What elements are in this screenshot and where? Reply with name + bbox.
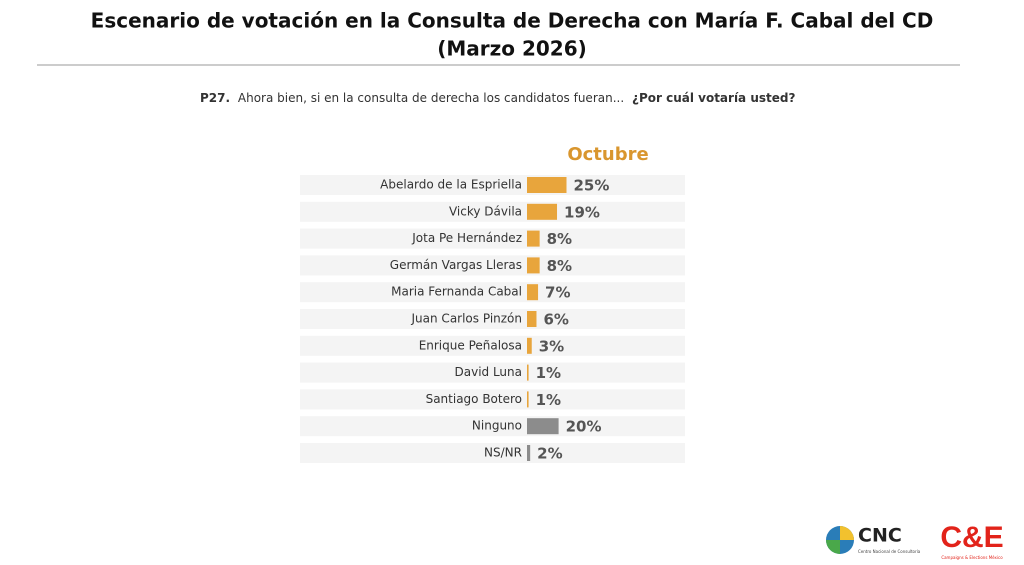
category-label: Maria Fernanda Cabal xyxy=(391,285,522,299)
question: P27. Ahora bien, si en la consulta de de… xyxy=(200,91,795,105)
value-label: 25% xyxy=(574,177,610,195)
question-text: Ahora bien, si en la consulta de derecha… xyxy=(238,91,624,105)
value-label: 6% xyxy=(543,311,568,329)
cnc-icon-part xyxy=(840,526,854,540)
value-label: 8% xyxy=(547,257,572,275)
bar xyxy=(527,391,529,408)
category-label: Vicky Dávila xyxy=(449,204,522,218)
bar xyxy=(527,230,540,247)
category-label: Santiago Botero xyxy=(426,392,522,406)
row-band xyxy=(300,255,685,276)
value-label: 1% xyxy=(536,391,561,409)
row-band xyxy=(300,362,685,383)
cnc-logo: CNC Centro Nacional de Consultoría xyxy=(826,525,921,554)
value-label: 3% xyxy=(539,337,564,355)
value-label: 20% xyxy=(566,418,602,436)
bar xyxy=(527,177,567,193)
category-label: Enrique Peñalosa xyxy=(419,338,522,352)
category-label: Juan Carlos Pinzón xyxy=(411,312,522,326)
category-label: David Luna xyxy=(455,365,523,379)
row-band xyxy=(300,201,685,222)
category-label: NS/NR xyxy=(484,446,522,460)
bar xyxy=(527,337,532,354)
row-band xyxy=(300,443,685,463)
category-label: Abelardo de la Espriella xyxy=(380,178,522,192)
row-band xyxy=(300,228,685,249)
row-band xyxy=(300,282,685,303)
cnc-subtext: Centro Nacional de Consultoría xyxy=(858,549,921,554)
title-line: (Marzo 2026) xyxy=(437,37,587,61)
value-label: 7% xyxy=(545,284,570,302)
bar xyxy=(527,364,529,381)
bar xyxy=(527,284,539,301)
question-number: P27. xyxy=(200,91,230,105)
row-band xyxy=(300,175,685,195)
category-label: Jota Pe Hernández xyxy=(411,231,522,245)
title-line: Escenario de votación en la Consulta de … xyxy=(91,9,934,33)
value-label: 8% xyxy=(547,230,572,248)
series-name: Octubre xyxy=(567,144,648,165)
ce-subtext: Campaigns & Elections México xyxy=(941,555,1003,560)
row-band xyxy=(300,309,685,329)
bar xyxy=(527,418,559,435)
value-label: 2% xyxy=(537,445,562,463)
row-band xyxy=(300,416,685,437)
row-band xyxy=(300,335,685,356)
cnc-icon-part xyxy=(826,540,840,554)
category-label: Ninguno xyxy=(472,419,522,433)
category-label: Germán Vargas Lleras xyxy=(390,258,522,272)
value-label: 1% xyxy=(536,364,561,382)
bar xyxy=(527,203,558,220)
row-band xyxy=(300,389,685,410)
cnc-text: CNC xyxy=(858,525,902,547)
bar xyxy=(527,445,531,461)
bar xyxy=(527,257,540,274)
ce-logo: C&E xyxy=(940,521,1003,554)
value-label: 19% xyxy=(564,203,600,221)
bar xyxy=(527,311,537,327)
question-emphasis: ¿Por cuál votaría usted? xyxy=(632,91,795,105)
